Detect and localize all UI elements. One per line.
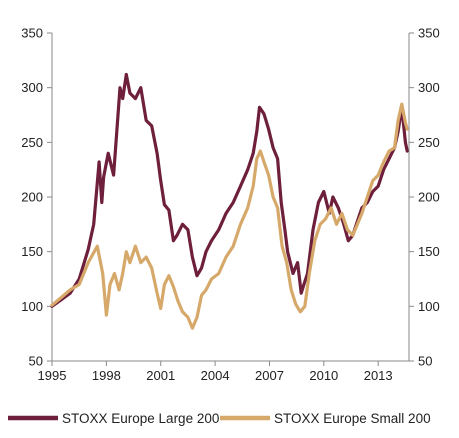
x-tick-label: 2007	[255, 368, 284, 383]
x-tick-label: 2001	[146, 368, 175, 383]
y-tick-label-right: 150	[418, 244, 440, 259]
y-tick-label-right: 300	[418, 80, 440, 95]
series-line-large-200	[50, 72, 409, 308]
y-tick-label-right: 350	[418, 26, 440, 41]
y-tick-label-right: 100	[418, 299, 440, 314]
y-tick-label-right: 50	[418, 354, 432, 369]
x-tick-label: 2010	[309, 368, 338, 383]
y-tick-label-right: 200	[418, 190, 440, 205]
x-tick-label: 1998	[92, 368, 121, 383]
y-tick-label-left: 200	[21, 190, 43, 205]
x-tick-label: 2004	[201, 368, 230, 383]
y-tick-label-left: 350	[21, 26, 43, 41]
x-tick-label: 2013	[364, 368, 393, 383]
y-tick-label-left: 100	[21, 299, 43, 314]
x-tick-label: 1995	[38, 368, 67, 383]
series-line-small-200	[50, 102, 409, 330]
y-tick-label-left: 50	[29, 354, 43, 369]
y-tick-label-left: 250	[21, 135, 43, 150]
y-tick-label-right: 250	[418, 135, 440, 150]
y-tick-label-left: 300	[21, 80, 43, 95]
legend-label-large-200: STOXX Europe Large 200	[62, 411, 219, 426]
y-tick-label-left: 150	[21, 244, 43, 259]
legend-label-small-200: STOXX Europe Small 200	[274, 411, 431, 426]
